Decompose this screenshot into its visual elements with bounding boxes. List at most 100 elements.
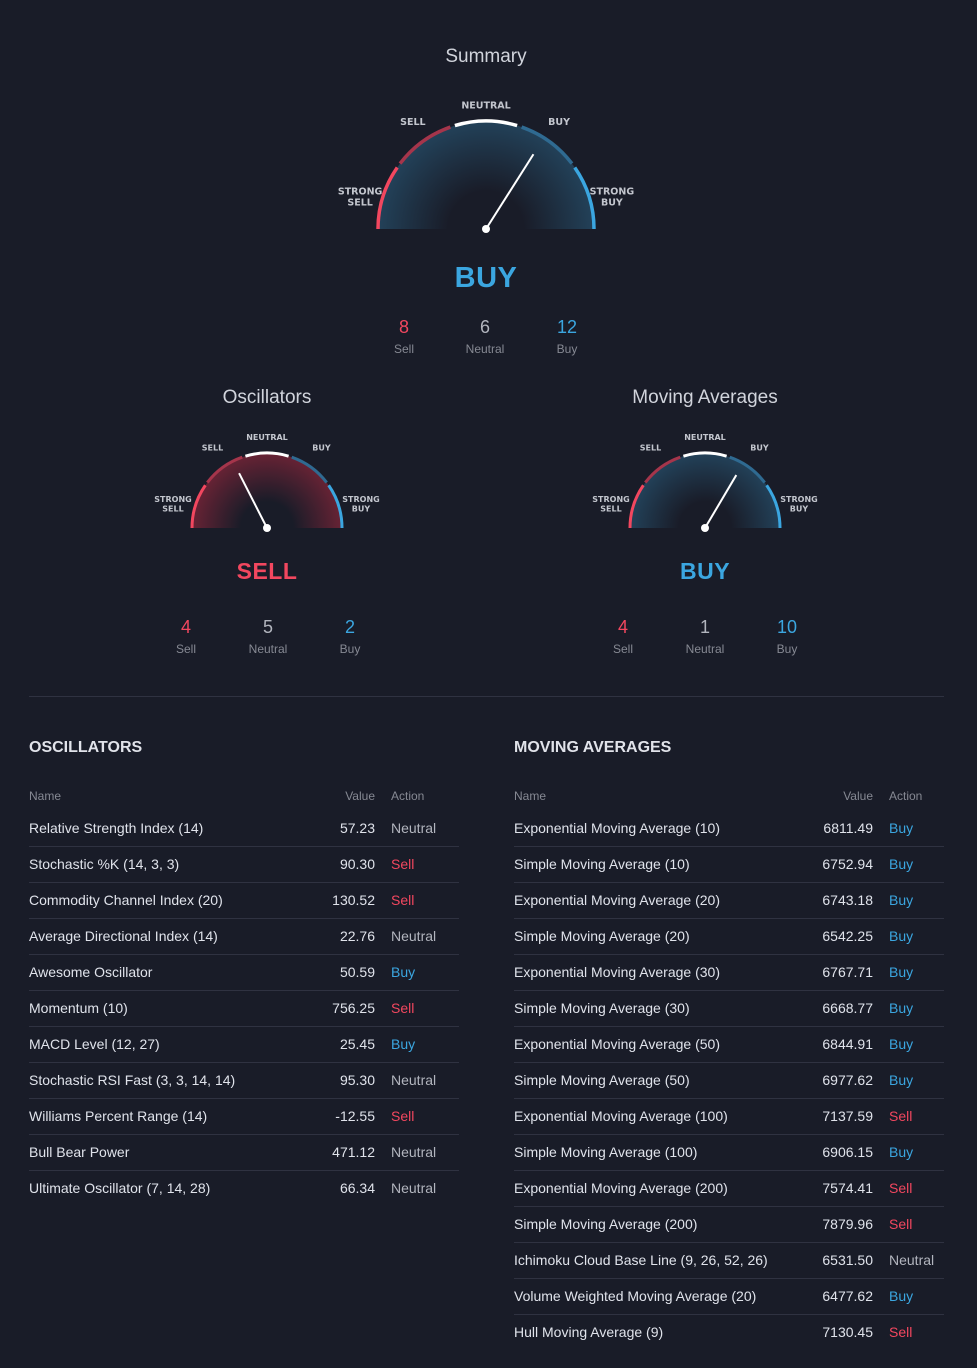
indicator-value: 6811.49 (823, 820, 873, 836)
oscillators-gauge-title: Oscillators (222, 387, 312, 408)
gauge-segment-buy (729, 455, 766, 484)
oscillators-gauge: STRONG SELL SELL NEUTRAL BUY STRONG BUY (154, 433, 380, 532)
summary-title: Summary (445, 46, 527, 67)
table-row: Bull Bear Power 471.12 Neutral (29, 1135, 459, 1171)
table-row: Hull Moving Average (9) 7130.45 Sell (514, 1315, 944, 1350)
table-row: Stochastic %K (14, 3, 3) 90.30 Sell (29, 847, 459, 883)
summary-gauge: STRONG SELL SELL NEUTRAL BUY STRONG BUY (338, 100, 635, 233)
summary-gauge-section: Summary (286, 46, 686, 74)
gauge-label-strong-sell: STRONG SELL (592, 495, 629, 513)
gauge-segment-buy (291, 455, 328, 484)
indicator-name: Awesome Oscillator (29, 964, 153, 980)
oscillators-table-rows: Relative Strength Index (14) 57.23 Neutral… (29, 811, 459, 1206)
table-row: Simple Moving Average (10) 6752.94 Buy (514, 847, 944, 883)
indicator-value: 756.25 (332, 1000, 375, 1016)
gauge-label-sell: SELL (640, 444, 661, 453)
oscillators-sell-count: 4 Sell (145, 617, 227, 656)
indicator-action: Buy (889, 856, 914, 872)
indicator-action: Sell (889, 1180, 913, 1196)
indicator-value: 6767.71 (822, 964, 873, 980)
indicator-name: Simple Moving Average (200) (514, 1216, 698, 1232)
gauge-segment-sell (644, 455, 681, 484)
indicator-action: Buy (889, 1072, 914, 1088)
oscillators-neutral-count-value: 5 (262, 617, 273, 637)
moving-averages-neutral-count: 1 Neutral (664, 617, 746, 656)
oscillators-table-header: Name Value Action (29, 789, 459, 809)
table-row: MACD Level (12, 27) 25.45 Buy (29, 1027, 459, 1063)
indicator-value: 6906.15 (822, 1144, 873, 1160)
gauge-label-neutral: NEUTRAL (246, 433, 288, 442)
oscillators-buy-count: 2 Buy (309, 617, 391, 656)
indicator-value: -12.55 (335, 1108, 375, 1124)
table-row: Relative Strength Index (14) 57.23 Neutral (29, 811, 459, 847)
indicator-action: Neutral (391, 928, 437, 944)
table-row: Commodity Channel Index (20) 130.52 Sell (29, 883, 459, 919)
indicator-value: 6977.62 (822, 1072, 873, 1088)
indicator-value: 130.52 (332, 892, 375, 908)
moving-averages-neutral-count-value: 1 (699, 617, 710, 637)
gauge-label-sell: SELL (202, 444, 223, 453)
indicator-value: 22.76 (339, 928, 375, 944)
indicator-action: Buy (889, 1288, 914, 1304)
indicator-name: Exponential Moving Average (200) (514, 1180, 728, 1196)
moving-averages-buy-count-label: Buy (776, 642, 798, 656)
table-row: Average Directional Index (14) 22.76 Neutr… (29, 919, 459, 955)
oscillators-neutral-count: 5 Neutral (227, 617, 309, 656)
oscillators-counts: 4 Sell 5 Neutral 2 Buy (145, 617, 391, 656)
indicator-action: Buy (889, 928, 914, 944)
indicator-action: Sell (391, 856, 415, 872)
gauge-segment-neutral (454, 119, 518, 128)
table-row: Ichimoku Cloud Base Line (9, 26, 52, 26)… (514, 1243, 944, 1279)
gauge-segment-sell (398, 125, 451, 165)
gauge-label-strong-buy: STRONG BUY (590, 187, 635, 209)
moving-averages-gauge-section: Moving Averages (555, 387, 855, 409)
indicator-value: 7879.96 (822, 1216, 873, 1232)
gauge-label-strong-sell: STRONG SELL (338, 187, 383, 209)
indicator-action: Sell (391, 892, 415, 908)
table-row: Simple Moving Average (50) 6977.62 Buy (514, 1063, 944, 1099)
indicator-action: Neutral (391, 820, 437, 836)
summary-sell-count-label: Sell (393, 342, 414, 356)
gauge-segment-sell (206, 455, 243, 484)
gauge-needle-pivot (701, 524, 709, 532)
indicator-value: 50.59 (339, 964, 375, 980)
indicator-action: Buy (391, 1036, 416, 1052)
indicator-name: Stochastic RSI Fast (3, 3, 14, 14) (29, 1072, 236, 1088)
indicator-action: Sell (391, 1108, 415, 1124)
indicator-name: Simple Moving Average (10) (514, 856, 690, 872)
indicator-value: 7574.41 (822, 1180, 873, 1196)
indicator-name: Exponential Moving Average (100) (514, 1108, 728, 1124)
gauge-label-neutral: NEUTRAL (684, 433, 726, 442)
gauge-segment-neutral (244, 451, 290, 458)
indicator-value: 6752.94 (822, 856, 873, 872)
indicator-value: 6542.25 (822, 928, 873, 944)
indicator-action: Sell (889, 1324, 913, 1340)
indicator-name: Exponential Moving Average (30) (514, 964, 720, 980)
indicator-value: 471.12 (332, 1144, 375, 1160)
indicator-value: 7130.45 (822, 1324, 873, 1340)
gauge-fill (192, 453, 342, 528)
indicator-action: Buy (889, 820, 914, 836)
indicator-action: Sell (889, 1108, 913, 1124)
indicator-action: Buy (889, 1144, 914, 1160)
gauge-label-strong-buy: STRONG BUY (342, 495, 379, 513)
summary-counts: 8 Sell 6 Neutral 12 Buy (364, 317, 608, 356)
oscillators-sell-count-value: 4 (180, 617, 191, 637)
gauge-segment-strong-sell (190, 484, 207, 529)
indicator-name: Simple Moving Average (50) (514, 1072, 690, 1088)
table-row: Simple Moving Average (20) 6542.25 Buy (514, 919, 944, 955)
indicator-value: 6668.77 (822, 1000, 873, 1016)
indicator-action: Neutral (391, 1180, 437, 1196)
oscillators-table-title: OSCILLATORS (29, 739, 143, 756)
table-row: Exponential Moving Average (20) 6743.18 Bu… (514, 883, 944, 919)
indicator-name: Relative Strength Index (14) (29, 820, 204, 836)
summary-verdict: BUY (454, 262, 518, 294)
moving-averages-table-title: MOVING AVERAGES (514, 739, 672, 756)
table-row: Simple Moving Average (200) 7879.96 Sell (514, 1207, 944, 1243)
oscillators-header-name: Name (29, 789, 62, 803)
indicator-name: Exponential Moving Average (50) (514, 1036, 720, 1052)
indicator-name: Stochastic %K (14, 3, 3) (29, 856, 180, 872)
indicator-value: 95.30 (339, 1072, 375, 1088)
summary-sell-count: 8 Sell (364, 317, 444, 356)
table-row: Stochastic RSI Fast (3, 3, 14, 14) 95.30 N… (29, 1063, 459, 1099)
